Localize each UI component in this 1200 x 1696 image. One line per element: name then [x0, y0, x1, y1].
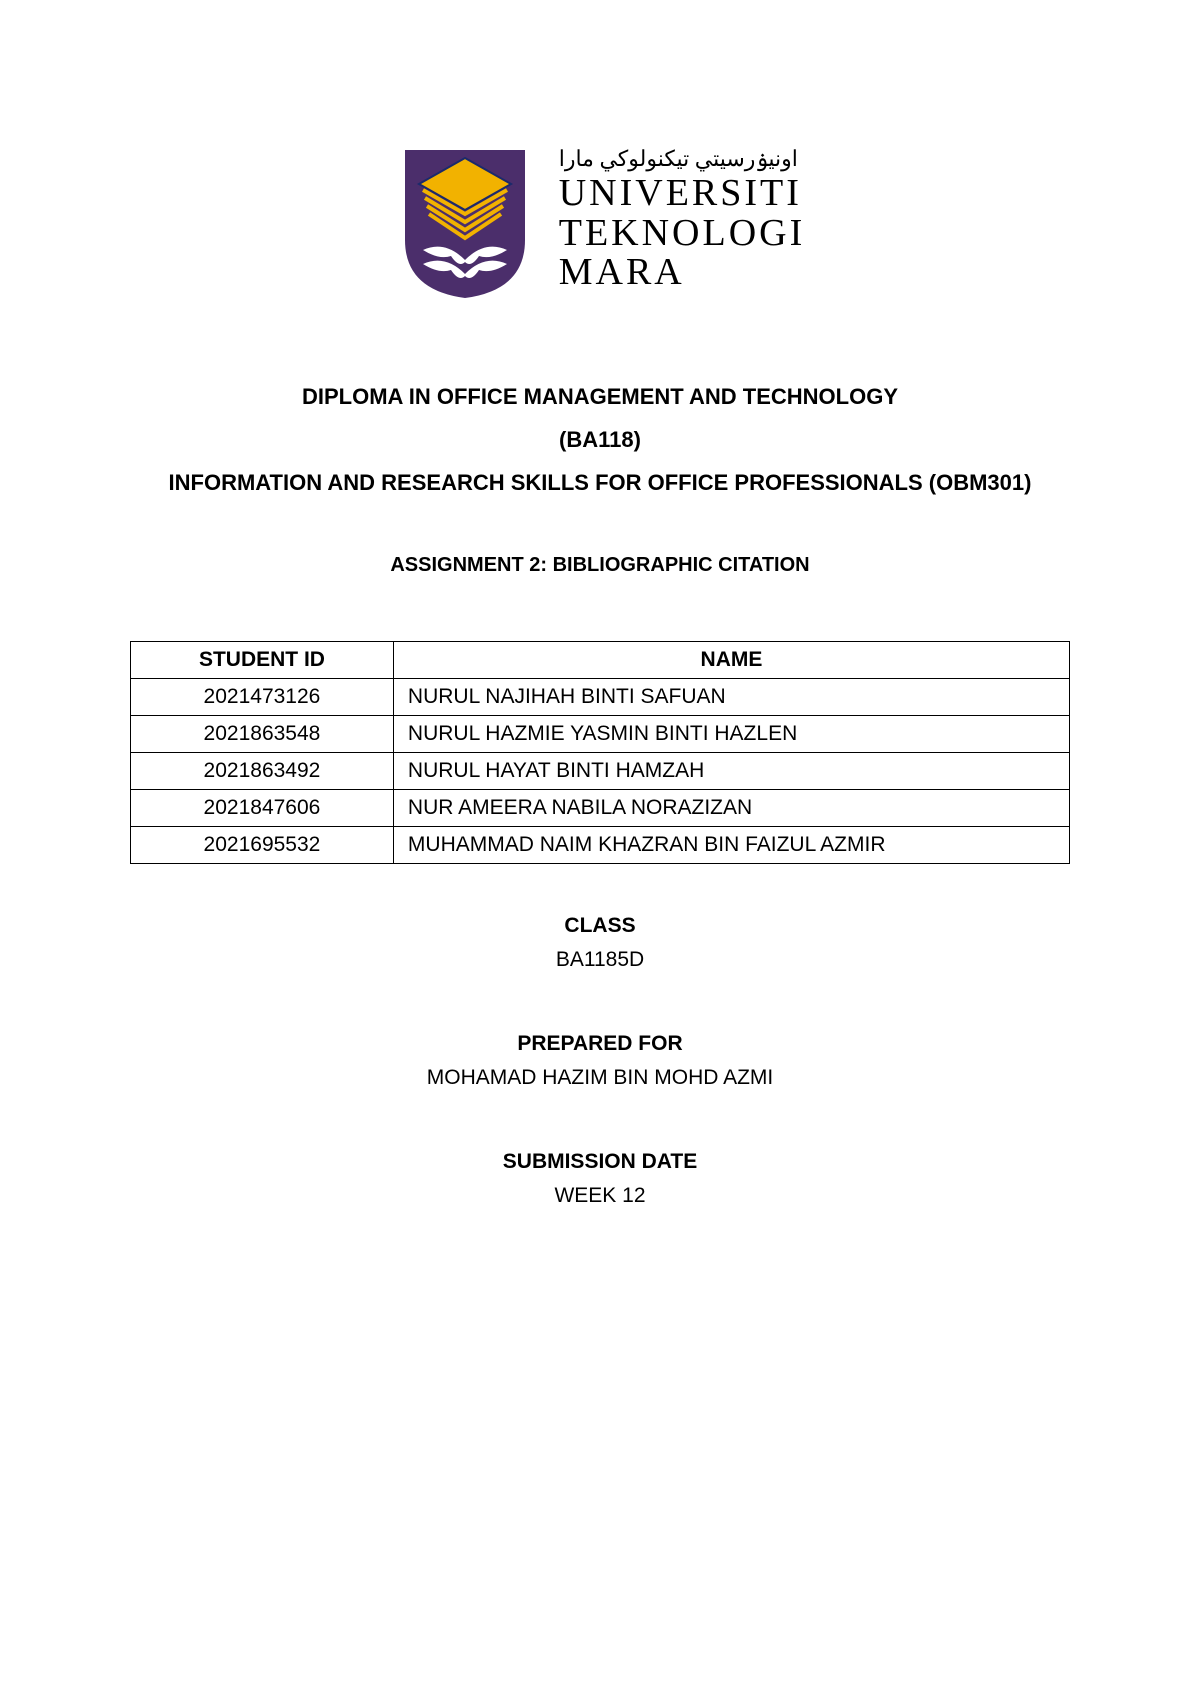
prepared-for-label: PREPARED FOR [130, 1032, 1070, 1056]
program-line: DIPLOMA IN OFFICE MANAGEMENT AND TECHNOL… [130, 380, 1070, 413]
class-block: CLASS BA1185D [130, 914, 1070, 972]
col-student-id: STUDENT ID [131, 642, 394, 679]
cell-student-id: 2021473126 [131, 679, 394, 716]
table-row: 2021863492 NURUL HAYAT BINTI HAMZAH [131, 753, 1070, 790]
cell-student-name: NURUL HAZMIE YASMIN BINTI HAZLEN [393, 716, 1069, 753]
logo-text-block: اونيۏرسيتي تيکنولوکي مارا UNIVERSITI TEK… [559, 147, 806, 294]
cell-student-name: NURUL HAYAT BINTI HAMZAH [393, 753, 1069, 790]
cell-student-name: NUR AMEERA NABILA NORAZIZAN [393, 790, 1069, 827]
prepared-for-block: PREPARED FOR MOHAMAD HAZIM BIN MOHD AZMI [130, 1032, 1070, 1090]
class-value: BA1185D [130, 948, 1070, 972]
program-code: (BA118) [130, 423, 1070, 456]
students-table: STUDENT ID NAME 2021473126 NURUL NAJIHAH… [130, 641, 1070, 864]
cell-student-id: 2021847606 [131, 790, 394, 827]
table-row: 2021473126 NURUL NAJIHAH BINTI SAFUAN [131, 679, 1070, 716]
submission-block: SUBMISSION DATE WEEK 12 [130, 1150, 1070, 1208]
header-block: DIPLOMA IN OFFICE MANAGEMENT AND TECHNOL… [130, 380, 1070, 581]
cell-student-id: 2021863492 [131, 753, 394, 790]
cell-student-id: 2021863548 [131, 716, 394, 753]
logo-line-1: UNIVERSITI [559, 174, 806, 214]
cell-student-name: NURUL NAJIHAH BINTI SAFUAN [393, 679, 1069, 716]
uitm-crest-icon [395, 140, 535, 300]
logo-line-2: TEKNOLOGI [559, 214, 806, 254]
submission-value: WEEK 12 [130, 1184, 1070, 1208]
table-header-row: STUDENT ID NAME [131, 642, 1070, 679]
page: اونيۏرسيتي تيکنولوکي مارا UNIVERSITI TEK… [0, 0, 1200, 1208]
col-name: NAME [393, 642, 1069, 679]
class-label: CLASS [130, 914, 1070, 938]
logo-line-3: MARA [559, 253, 806, 293]
assignment-line: ASSIGNMENT 2: BIBLIOGRAPHIC CITATION [130, 549, 1070, 581]
logo-row: اونيۏرسيتي تيکنولوکي مارا UNIVERSITI TEK… [130, 140, 1070, 300]
cell-student-id: 2021695532 [131, 827, 394, 864]
prepared-for-value: MOHAMAD HAZIM BIN MOHD AZMI [130, 1066, 1070, 1090]
course-line: INFORMATION AND RESEARCH SKILLS FOR OFFI… [130, 466, 1070, 499]
cell-student-name: MUHAMMAD NAIM KHAZRAN BIN FAIZUL AZMIR [393, 827, 1069, 864]
table-row: 2021847606 NUR AMEERA NABILA NORAZIZAN [131, 790, 1070, 827]
submission-label: SUBMISSION DATE [130, 1150, 1070, 1174]
logo-jawi-line: اونيۏرسيتي تيکنولوکي مارا [559, 147, 806, 170]
table-row: 2021695532 MUHAMMAD NAIM KHAZRAN BIN FAI… [131, 827, 1070, 864]
table-row: 2021863548 NURUL HAZMIE YASMIN BINTI HAZ… [131, 716, 1070, 753]
